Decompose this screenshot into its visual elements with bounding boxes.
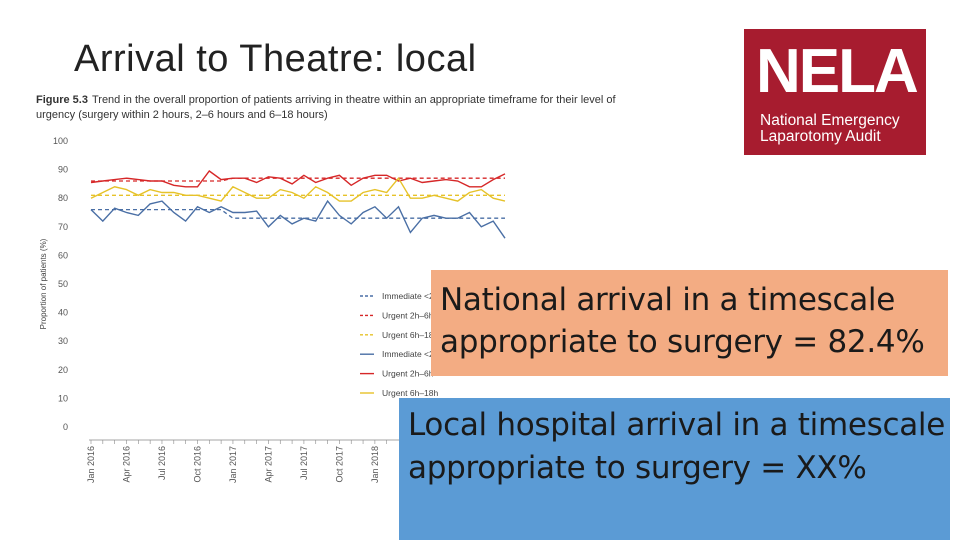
y-tick-label: 30 [58, 336, 68, 346]
y-tick-label: 20 [58, 365, 68, 375]
series-line-1 [91, 177, 505, 182]
legend-label: Urgent 2h–6h [382, 369, 434, 379]
figure-caption: Figure 5.3 Trend in the overall proportio… [36, 93, 616, 123]
y-tick-label: 10 [58, 393, 68, 403]
logo-subtitle-line1: National Emergency [760, 112, 900, 129]
logo-subtitle: National Emergency Laparotomy Audit [760, 113, 900, 145]
series-line-4 [90, 170, 506, 188]
logo-text: NELA [756, 37, 919, 106]
series-line-3 [90, 199, 506, 239]
y-tick-label: 70 [58, 222, 68, 232]
x-tick-label: Jul 2017 [299, 446, 309, 480]
y-tick-label: 100 [53, 136, 68, 146]
series-line-5 [90, 176, 506, 202]
x-tick-label: Oct 2016 [192, 446, 202, 483]
national-callout-text: National arrival in a timescale appropri… [440, 282, 925, 360]
x-tick-label: Jan 2016 [86, 446, 96, 483]
legend-label: Immediate <2 [382, 291, 434, 301]
legend-label: Urgent 6h–18 [382, 330, 434, 340]
national-callout-box: National arrival in a timescale appropri… [431, 270, 948, 376]
y-tick-label: 80 [58, 193, 68, 203]
x-tick-label: Apr 2017 [263, 446, 273, 483]
local-callout-box: Local hospital arrival in a timescale ap… [399, 398, 950, 540]
y-tick-label: 40 [58, 308, 68, 318]
nela-logo: NELA National Emergency Laparotomy Audit [744, 29, 926, 155]
y-tick-label: 90 [58, 165, 68, 175]
y-axis-label: Proportion of patients (%) [39, 238, 48, 329]
figure-caption-text: Trend in the overall proportion of patie… [36, 94, 616, 121]
legend-label: Urgent 2h–6h [382, 310, 434, 320]
legend-label: Immediate <2 [382, 349, 434, 359]
local-callout-text: Local hospital arrival in a timescale ap… [408, 407, 946, 486]
x-tick-label: Apr 2016 [121, 446, 131, 483]
y-tick-label: 60 [58, 250, 68, 260]
figure-label: Figure 5.3 [36, 94, 88, 106]
x-tick-label: Oct 2017 [334, 446, 344, 483]
y-tick-label: 0 [63, 422, 68, 432]
legend-label: Urgent 6h–18h [382, 388, 439, 398]
x-tick-label: Jan 2017 [228, 446, 238, 483]
x-tick-label: Jul 2016 [157, 446, 167, 480]
y-tick-label: 50 [58, 279, 68, 289]
slide-title: Arrival to Theatre: local [74, 38, 477, 80]
logo-subtitle-line2: Laparotomy Audit [760, 128, 881, 145]
x-tick-label: Jan 2018 [370, 446, 380, 483]
